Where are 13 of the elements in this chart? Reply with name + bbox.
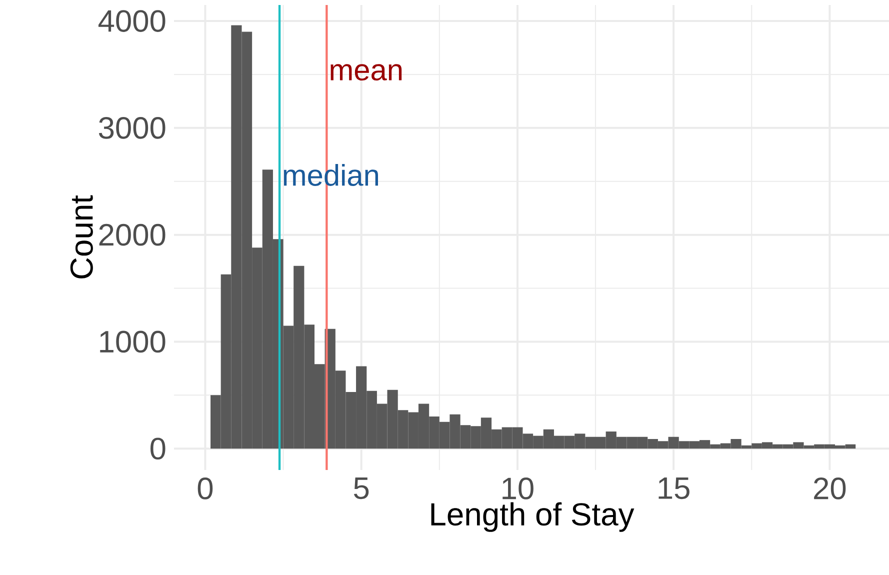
y-tick-label: 1000 (100, 330, 166, 353)
x-tick-label: 20 (814, 478, 846, 500)
x-tick-label: 15 (658, 478, 690, 500)
y-tick-label: 3000 (98, 116, 166, 139)
y-tick-label: 2000 (99, 224, 166, 246)
y-tick-label: 4000 (98, 10, 166, 32)
y-tick-label: 0 (150, 438, 166, 460)
y-axis-title: Count (70, 195, 93, 278)
x-tick-label: 10 (502, 478, 534, 500)
x-axis-title: Length of Stay (431, 502, 634, 532)
annotation: mean (330, 64, 402, 81)
x-tick-label: 5 (354, 478, 369, 500)
x-tick-label: 0 (198, 478, 213, 500)
